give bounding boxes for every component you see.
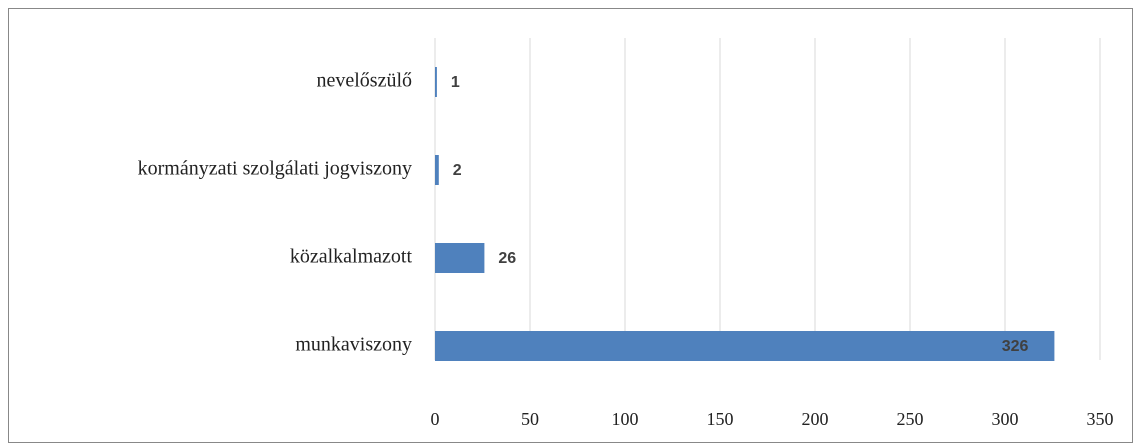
x-tick-label: 150 xyxy=(707,409,734,429)
bar xyxy=(435,243,485,273)
x-tick-label: 50 xyxy=(521,409,539,429)
bar xyxy=(435,331,1055,361)
x-tick-label: 350 xyxy=(1087,409,1114,429)
bar xyxy=(435,155,439,185)
x-tick-label: 300 xyxy=(992,409,1019,429)
x-tick-label: 0 xyxy=(431,409,440,429)
y-tick-label: munkaviszony xyxy=(295,334,412,356)
value-label: 2 xyxy=(453,162,462,179)
value-label: 326 xyxy=(1002,338,1029,355)
value-label: 1 xyxy=(451,74,460,91)
y-tick-label: közalkalmazott xyxy=(290,246,413,268)
chart-frame xyxy=(8,8,1133,443)
y-tick-label: nevelőszülő xyxy=(316,70,412,92)
bar xyxy=(435,67,437,97)
x-tick-label: 100 xyxy=(612,409,639,429)
x-tick-label: 250 xyxy=(897,409,924,429)
value-label: 26 xyxy=(498,250,516,267)
y-tick-label: kormányzati szolgálati jogviszony xyxy=(138,158,412,180)
x-tick-label: 200 xyxy=(802,409,829,429)
